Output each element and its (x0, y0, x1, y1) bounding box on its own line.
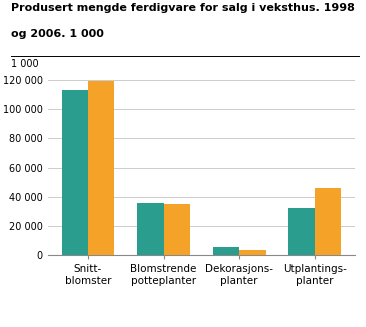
Text: og 2006. 1 000: og 2006. 1 000 (11, 29, 104, 40)
Bar (239, 250, 265, 255)
Text: 1 000: 1 000 (11, 59, 38, 69)
Bar (88, 81, 115, 255)
Bar (315, 188, 341, 255)
Bar (164, 204, 190, 255)
Bar (288, 208, 315, 255)
Text: Produsert mengde ferdigvare for salg i veksthus. 1998: Produsert mengde ferdigvare for salg i v… (11, 3, 355, 13)
Bar (61, 90, 88, 255)
Bar (137, 202, 164, 255)
Bar (213, 247, 239, 255)
